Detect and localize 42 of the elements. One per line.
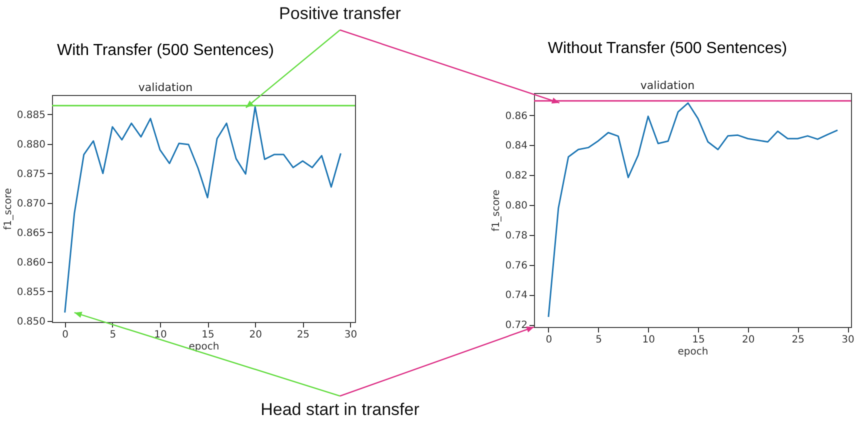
x-tick-label: 5 [596,334,602,346]
y-tick-label: 0.885 [16,110,46,121]
y-tick-label: 0.76 [505,260,528,272]
x-tick-label: 30 [344,330,358,340]
y-tick-label: 0.870 [16,198,46,210]
y-tick-label: 0.72 [505,320,528,332]
y-tick-label: 0.84 [505,140,528,152]
y-tick-label: 0.850 [16,316,46,328]
y-tick-label: 0.880 [16,139,46,150]
line-series [64,106,342,314]
x-tick-label: 30 [842,334,854,346]
chart-title: Without Transfer (500 Sentences) [548,40,788,57]
y-tick-label: 0.86 [505,110,528,122]
chart-title: With Transfer (500 Sentences) [57,42,274,59]
y-axis-title: f1_score [2,188,14,230]
y-tick-label: 0.82 [505,170,528,182]
chart-subtitle: validation [640,79,695,92]
x-tick-label: 10 [642,334,656,346]
x-tick-label: 0 [546,334,552,346]
x-tick-label: 5 [110,330,116,340]
x-tick-label: 15 [202,330,214,340]
line-series [548,102,838,318]
y-tick-label: 0.865 [16,228,46,239]
x-tick-label: 25 [792,334,805,346]
y-tick-label: 0.855 [16,286,46,298]
text: Head start in transfer [260,400,420,420]
x-tick-label: 0 [62,330,69,340]
x-tick-label: 15 [692,334,705,346]
y-tick-label: 0.860 [16,257,46,268]
x-tick-label: 25 [296,330,310,340]
x-axis-title: epoch [188,342,220,352]
x-tick-label: 20 [742,334,755,346]
chart-subtitle: validation [138,81,193,94]
y-tick-label: 0.78 [505,230,528,242]
y-tick-label: 0.875 [16,168,46,180]
y-tick-label: 0.74 [505,290,528,302]
x-tick-label: 20 [249,330,262,340]
y-axis-title: f1_score [491,190,502,232]
text: Positive transfer [279,4,401,24]
y-tick-label: 0.80 [505,200,528,212]
x-axis-title: epoch [678,346,708,358]
x-tick-label: 10 [154,330,167,340]
